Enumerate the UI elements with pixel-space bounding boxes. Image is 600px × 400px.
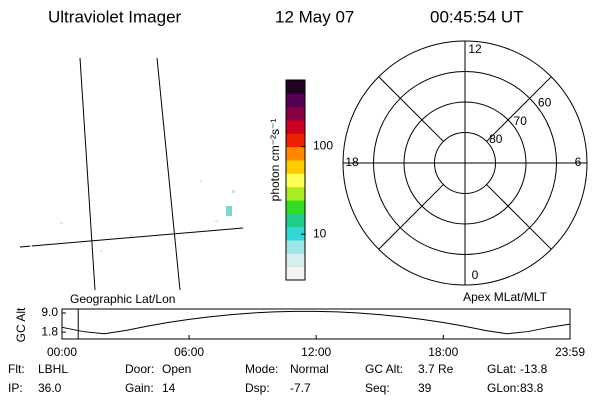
image-grid [19, 57, 244, 291]
x-tick-label: 23:59 [555, 345, 585, 359]
y-tick-label: 9.0 [41, 305, 58, 319]
colorbar-band [286, 106, 305, 121]
plot-frame [61, 308, 571, 340]
lat-label: 80 [489, 132, 503, 146]
x-tick-label: 12:00 [301, 345, 331, 359]
field-value: 39 [418, 381, 432, 395]
y-axis-label: GC Alt [14, 307, 28, 342]
colorbar-frame [285, 79, 306, 281]
field-value: Open [162, 362, 191, 376]
field-label: Gain: [125, 381, 154, 395]
y-tick-label: 1.8 [41, 324, 58, 338]
polar-grid [343, 41, 587, 285]
field-value: 3.7 Re [418, 362, 454, 376]
polar-ring [373, 71, 557, 255]
field-label: Door: [125, 362, 154, 376]
x-tick-label: 18:00 [428, 345, 458, 359]
polar-ring [434, 132, 496, 194]
field-label: GLat: [487, 362, 516, 376]
field-label: IP: [8, 381, 23, 395]
x-tick-label: 06:00 [174, 345, 204, 359]
colorbar-band [286, 266, 305, 281]
image-label: Geographic Lat/Lon [70, 292, 175, 306]
field-value: LBHL [38, 362, 68, 376]
polar-label: Apex MLat/MLT [463, 290, 547, 304]
colorbar-band [286, 120, 305, 134]
colorbar-band [286, 186, 305, 201]
mlt-label: 12 [468, 42, 482, 56]
field-value: 36.0 [38, 381, 62, 395]
colorbar-band [286, 173, 305, 188]
altitude-line [61, 310, 571, 335]
lat-label: 70 [514, 114, 528, 128]
field-label: GC Alt: [365, 362, 403, 376]
title: Ultraviolet Imager [48, 7, 182, 26]
mlt-label: 18 [345, 155, 359, 169]
colorbar-band [286, 146, 305, 161]
polar-outer-ring [342, 40, 588, 286]
polar-ring [403, 101, 527, 225]
field-label: Flt: [8, 362, 25, 376]
field-label: GLon: [487, 381, 520, 395]
field-value: Normal [290, 362, 329, 376]
colorbar-band [286, 80, 305, 94]
colorbar-band [286, 200, 305, 214]
date: 12 May 07 [275, 7, 354, 26]
colorbar-label: photon cm⁻²s⁻¹ [268, 119, 282, 202]
field-value: -7.7 [290, 381, 311, 395]
colorbar-tick-label: 100 [313, 139, 333, 153]
colorbar-band [286, 93, 305, 108]
field-value: -13.8 [520, 362, 548, 376]
mlt-label: 0 [472, 268, 479, 282]
colorbar-band [286, 133, 305, 148]
colorbar-band [286, 226, 305, 241]
colorbar-band [286, 240, 305, 254]
colorbar-band [286, 160, 305, 174]
time: 00:45:54 UT [430, 7, 524, 26]
field-label: Dsp: [245, 381, 270, 395]
field-label: Seq: [365, 381, 390, 395]
field-label: Mode: [245, 362, 278, 376]
x-tick-label: 00:00 [47, 345, 77, 359]
colorbar-band [286, 213, 305, 228]
field-value: 14 [162, 381, 176, 395]
mlt-label: 6 [575, 155, 582, 169]
lat-label: 60 [538, 95, 552, 109]
colorbar-band [286, 253, 305, 268]
field-value: 83.8 [520, 381, 544, 395]
colorbar-tick-label: 10 [313, 226, 327, 240]
